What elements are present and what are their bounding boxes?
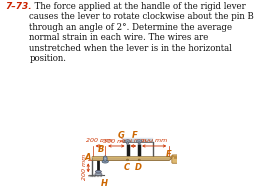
Text: G: G	[118, 131, 125, 140]
Text: 300 mm: 300 mm	[141, 138, 167, 143]
Ellipse shape	[138, 142, 140, 144]
Ellipse shape	[95, 173, 102, 175]
Ellipse shape	[126, 142, 129, 144]
Polygon shape	[92, 157, 172, 160]
Text: E: E	[166, 150, 172, 159]
Ellipse shape	[95, 170, 101, 173]
Text: F: F	[132, 131, 137, 140]
Ellipse shape	[103, 156, 107, 161]
Polygon shape	[123, 138, 152, 142]
Text: D: D	[135, 163, 142, 172]
FancyBboxPatch shape	[172, 155, 179, 163]
Ellipse shape	[104, 158, 106, 159]
Text: 200 mm: 200 mm	[120, 138, 146, 143]
Ellipse shape	[126, 159, 129, 161]
Ellipse shape	[138, 159, 140, 161]
Text: –300 mm–: –300 mm–	[100, 139, 133, 144]
Text: The force applied at the handle of the rigid lever causes the lever to rotate cl: The force applied at the handle of the r…	[29, 2, 254, 63]
Ellipse shape	[136, 140, 142, 142]
Text: 200 mm: 200 mm	[86, 138, 112, 143]
Ellipse shape	[102, 160, 108, 163]
Text: B: B	[98, 145, 104, 154]
Text: 7–73.: 7–73.	[5, 2, 32, 11]
Ellipse shape	[125, 140, 130, 142]
Text: H: H	[100, 179, 107, 188]
Text: 200 mm: 200 mm	[82, 154, 87, 180]
Text: A: A	[85, 153, 91, 162]
Text: C: C	[124, 163, 130, 172]
Polygon shape	[171, 156, 174, 158]
